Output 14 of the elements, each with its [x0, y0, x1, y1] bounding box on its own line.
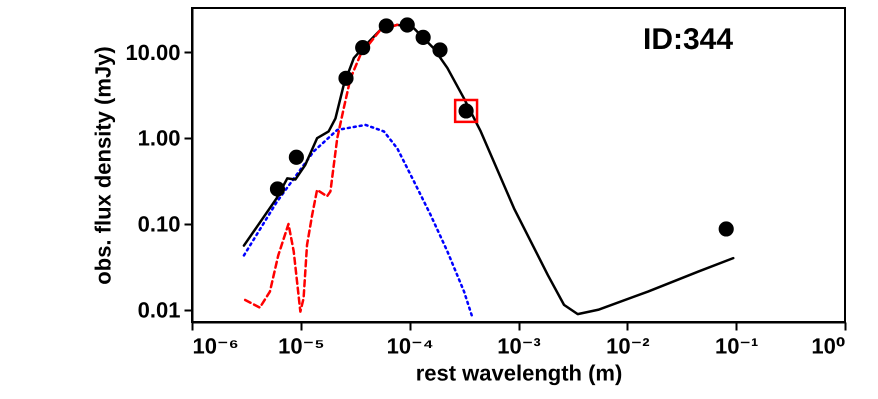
x-tick-label: 10⁻⁴ [386, 334, 434, 358]
y-tick-label: 1.00 [138, 126, 180, 151]
x-tick-label: 10⁻⁶ [192, 334, 239, 358]
x-tick-label: 10⁻² [606, 334, 650, 358]
x-tick-label: 10⁻³ [497, 334, 541, 358]
y-axis-title: obs. flux density (mJy) [90, 46, 116, 285]
x-axis-title: rest wavelength (m) [416, 360, 622, 386]
x-tick-label: 10⁻¹ [714, 334, 758, 358]
annotation: ID:344 [642, 23, 734, 56]
x-tick-label: 10⁻⁵ [278, 334, 325, 358]
x-tick-label: 10⁰ [811, 334, 846, 358]
y-tick-label: 0.10 [138, 212, 180, 236]
y-tick-label: 10.00 [125, 40, 180, 65]
y-tick-label: 0.01 [138, 297, 180, 322]
